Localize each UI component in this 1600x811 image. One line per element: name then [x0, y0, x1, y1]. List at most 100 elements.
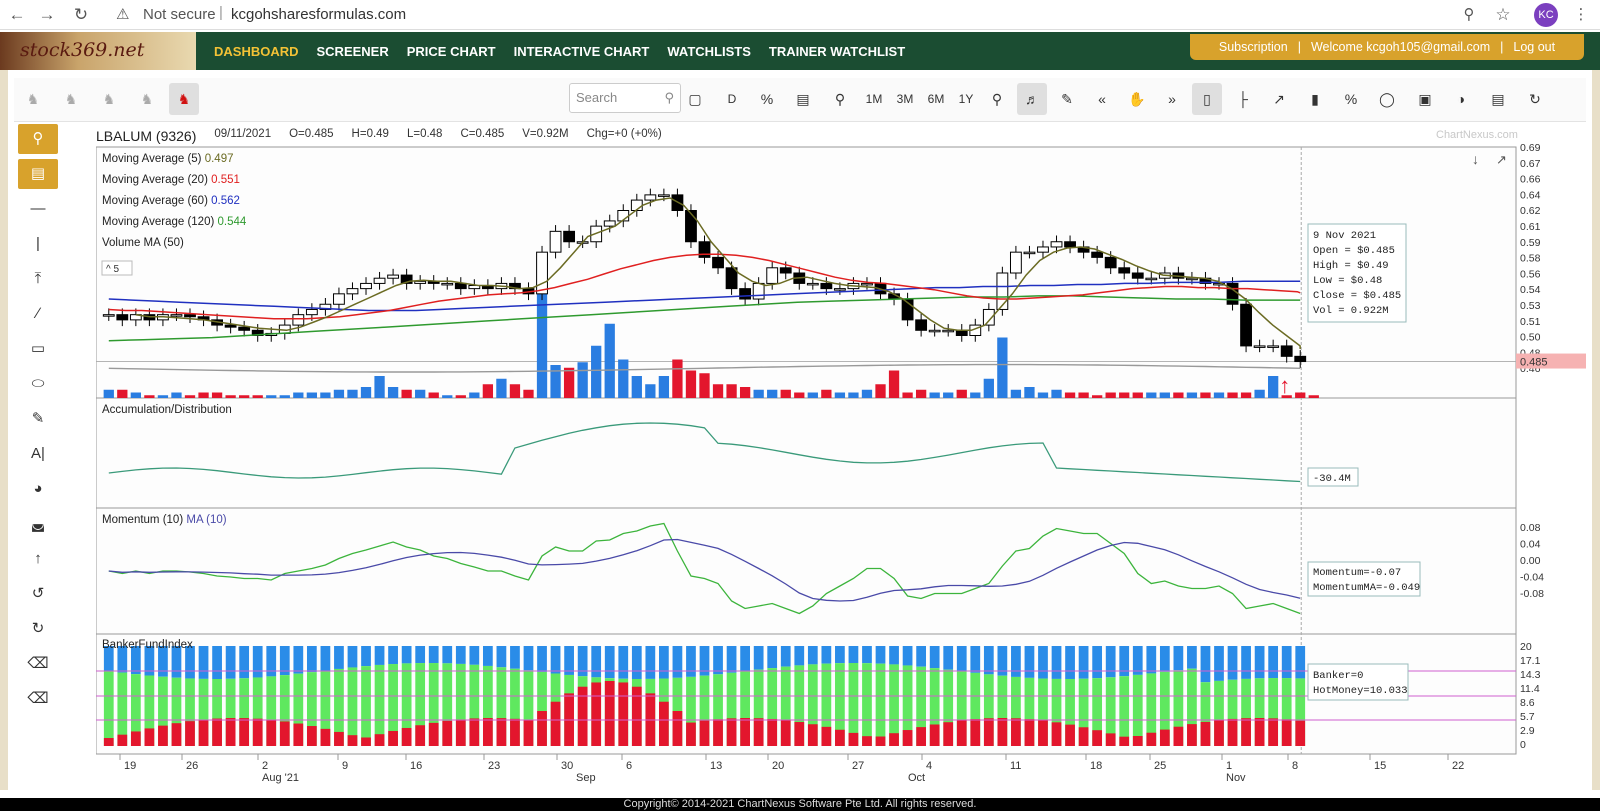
edit-icon[interactable]: ✎	[1061, 91, 1073, 107]
nav-trainer-watchlist[interactable]: TRAINER WATCHLIST	[768, 43, 906, 59]
bookmark-star-icon[interactable]: ☆	[1495, 5, 1511, 24]
nav-watchlists[interactable]: WATCHLISTS	[667, 43, 751, 59]
candle-body	[915, 319, 928, 331]
percent-scale-icon[interactable]: %	[760, 91, 774, 107]
period-daily[interactable]: D	[727, 92, 737, 106]
logout-link[interactable]: Log out	[1513, 40, 1556, 54]
period-1y[interactable]: 1Y	[958, 92, 974, 106]
banker-blue-bar	[428, 646, 439, 664]
not-secure-label[interactable]: Not secure	[143, 6, 216, 23]
forward-icon[interactable]: →	[38, 5, 56, 24]
welcome-text[interactable]: Welcome kcgoh105@gmail.com	[1310, 40, 1491, 54]
scroll-right-icon[interactable]: »	[1168, 91, 1176, 107]
profile-avatar[interactable]: KC	[1534, 3, 1558, 27]
vertical-line-icon[interactable]: |	[36, 235, 40, 252]
ohlc-bar-icon[interactable]: ├	[1238, 91, 1248, 107]
horse-icon[interactable]: ♞	[140, 91, 154, 107]
banker-red-bar	[1281, 719, 1292, 746]
notes-icon[interactable]: ▤	[796, 91, 810, 107]
search-icon[interactable]: ⚲	[664, 90, 674, 105]
zoom-in-icon[interactable]: ⚲	[991, 91, 1003, 107]
line-chart-icon[interactable]: ↗	[1273, 91, 1285, 107]
banker-green-bar	[510, 668, 520, 746]
pan-hand-icon[interactable]: ✋	[1128, 91, 1146, 107]
volume-bar	[591, 345, 602, 398]
symbol-search-input[interactable]: Search ⚲	[569, 83, 681, 113]
rectangle-view-icon[interactable]: ▢	[688, 91, 702, 107]
candle-body	[766, 267, 779, 284]
eraser-icon[interactable]: ⌫	[27, 655, 49, 672]
back-icon[interactable]: ←	[8, 5, 26, 24]
text-tool-icon[interactable]: A|	[31, 445, 45, 462]
browser-menu-icon[interactable]: ⋮	[1573, 6, 1589, 23]
reload-icon[interactable]: ↻	[73, 5, 89, 24]
x-axis-month: Oct	[908, 772, 925, 784]
ellipse-tool-icon[interactable]: ⬭	[31, 375, 45, 392]
banker-green-bar	[997, 675, 1008, 746]
nav-interactive-chart[interactable]: INTERACTIVE CHART	[513, 43, 650, 59]
download-icon[interactable]: ↓	[1472, 151, 1479, 167]
horse-icon[interactable]: ♞	[102, 91, 116, 107]
screenshot-icon[interactable]: ▣	[1418, 91, 1432, 107]
banker-blue-bar	[374, 646, 385, 665]
nav-screener[interactable]: SCREENER	[316, 43, 389, 59]
redo-icon[interactable]: ↻	[31, 620, 45, 637]
rectangle-tool-icon[interactable]: ▭	[30, 340, 46, 357]
candle-body	[563, 230, 576, 243]
clear-all-icon[interactable]: ⌫	[27, 690, 49, 707]
banker-green-bar	[983, 674, 994, 746]
banker-red-bar	[672, 711, 683, 746]
price-axis-label: 0.56	[1520, 268, 1541, 280]
trend-line-icon[interactable]: ∕	[36, 305, 40, 322]
undo-icon[interactable]: ↺	[31, 585, 45, 602]
address-bar[interactable]: kcgohsharesformulas.com	[231, 6, 407, 23]
period-6m[interactable]: 6M	[927, 92, 945, 106]
banker-green-bar	[428, 663, 439, 746]
x-axis-tick: 1	[1226, 760, 1232, 772]
percent-icon[interactable]: %	[1344, 91, 1358, 107]
refresh-icon[interactable]: ↻	[1529, 91, 1541, 107]
banker-blue-bar	[1268, 646, 1279, 679]
candle-body	[441, 282, 454, 286]
compare-icon[interactable]: ◯	[1379, 91, 1395, 107]
arrow-tool-icon[interactable]: ↑	[34, 550, 42, 567]
subscription-link[interactable]: Subscription	[1218, 40, 1288, 54]
candlestick-icon[interactable]: ▯	[1192, 83, 1222, 115]
crosshair-zoom-icon[interactable]: ⚲	[18, 124, 58, 154]
stock-chart[interactable]: ChartNexus.com ↑ 0.69 0.67 0.66 0.64 0.62 0.6…	[96, 124, 1586, 784]
heikin-ashi-icon[interactable]: ▮	[1311, 91, 1319, 107]
quote-close: C=0.485	[460, 128, 505, 140]
banker-axis-label: 8.6	[1520, 697, 1535, 709]
banker-red-bar	[835, 729, 845, 746]
banker-red-bar	[158, 725, 168, 746]
site-logo[interactable]: stock369.net	[0, 32, 196, 70]
zoom-icon[interactable]: ⚲	[1463, 6, 1475, 23]
zoom-out-icon[interactable]: ⚲	[834, 91, 846, 107]
horse-icon[interactable]: ♞	[26, 91, 40, 107]
horizontal-line-icon[interactable]: —	[30, 200, 46, 217]
horse-icon[interactable]: ♞	[64, 91, 78, 107]
sound-icon[interactable]: ♬	[1017, 83, 1047, 115]
banker-blue-bar	[862, 646, 872, 664]
period-1m[interactable]: 1M	[865, 92, 883, 106]
warning-icon[interactable]: ⚠	[116, 6, 130, 23]
nav-price-chart[interactable]: PRICE CHART	[406, 43, 496, 59]
period-3m[interactable]: 3M	[896, 92, 914, 106]
fibonacci-arc-icon[interactable]: ◛	[30, 515, 46, 532]
banker-green-bar	[401, 663, 412, 746]
popout-icon[interactable]: ↗	[1496, 152, 1507, 167]
banker-green-bar	[916, 666, 927, 746]
pencil-icon[interactable]: ✎	[31, 410, 45, 427]
nav-dashboard[interactable]: DASHBOARD	[214, 43, 299, 59]
banker-green-bar	[496, 667, 507, 746]
banker-blue-bar	[740, 646, 750, 672]
palette-icon[interactable]: ◕	[33, 480, 43, 497]
tooltip-icon[interactable]: ▤	[18, 159, 58, 189]
image-icon[interactable]: ▤	[1491, 91, 1505, 107]
volume-bar	[604, 323, 615, 398]
arrow-up-line-icon[interactable]: ⤒	[34, 270, 42, 287]
volume-bar	[1010, 389, 1022, 398]
scroll-left-icon[interactable]: «	[1098, 91, 1106, 107]
red-horse-icon[interactable]: ♞	[169, 83, 199, 115]
currency-icon[interactable]: ◑	[1456, 91, 1466, 107]
